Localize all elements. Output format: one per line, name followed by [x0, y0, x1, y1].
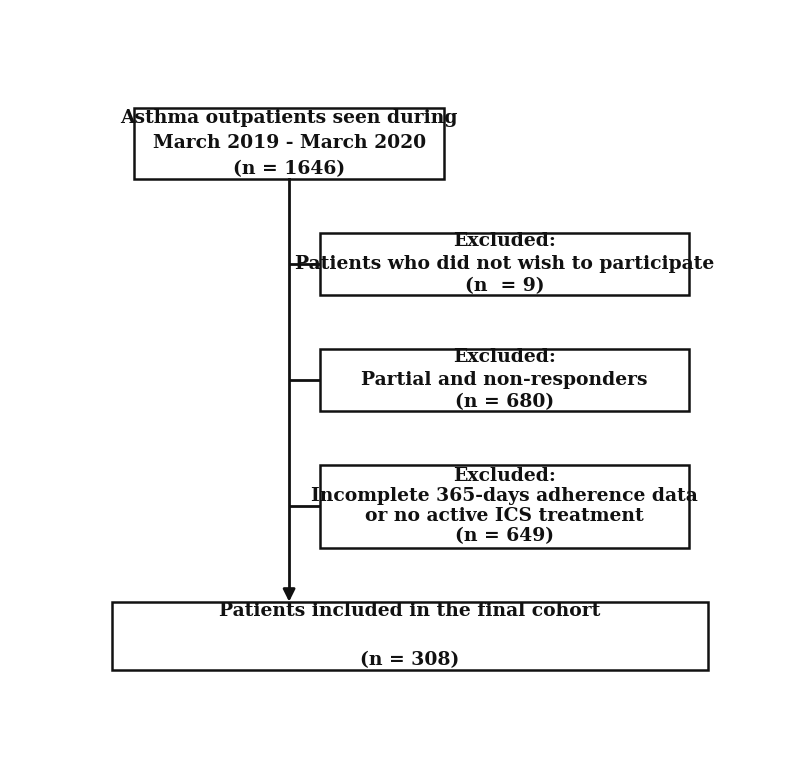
Text: or no active ICS treatment: or no active ICS treatment	[365, 507, 644, 526]
Text: Excluded:: Excluded:	[453, 349, 556, 366]
Text: (n = 308): (n = 308)	[360, 652, 460, 669]
Text: Patients who did not wish to participate: Patients who did not wish to participate	[295, 255, 714, 273]
FancyBboxPatch shape	[134, 107, 444, 179]
Text: (n = 649): (n = 649)	[455, 527, 554, 546]
FancyBboxPatch shape	[320, 349, 689, 411]
FancyBboxPatch shape	[320, 233, 689, 295]
Text: (n = 1646): (n = 1646)	[233, 160, 345, 178]
FancyBboxPatch shape	[112, 601, 708, 670]
Text: Patients included in the final cohort: Patients included in the final cohort	[219, 602, 601, 620]
Text: Partial and non-responders: Partial and non-responders	[362, 371, 648, 389]
Text: Excluded:: Excluded:	[453, 468, 556, 485]
FancyBboxPatch shape	[320, 465, 689, 548]
Text: Asthma outpatients seen during: Asthma outpatients seen during	[120, 109, 458, 127]
Text: (n = 680): (n = 680)	[455, 393, 554, 411]
Text: Excluded:: Excluded:	[453, 233, 556, 250]
Text: (n  = 9): (n = 9)	[465, 278, 544, 295]
Text: March 2019 - March 2020: March 2019 - March 2020	[153, 135, 426, 152]
Text: Incomplete 365-days adherence data: Incomplete 365-days adherence data	[311, 488, 698, 506]
